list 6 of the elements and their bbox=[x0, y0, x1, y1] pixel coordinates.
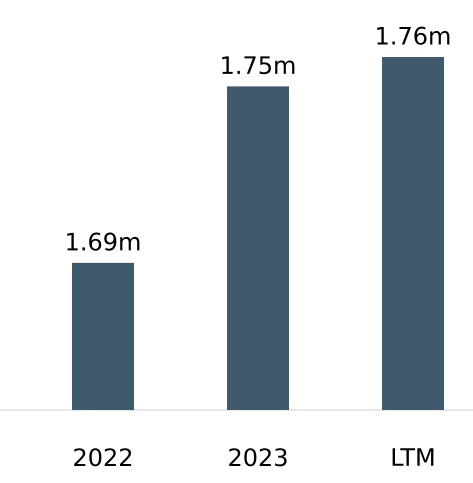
x-tick-label: LTM bbox=[392, 448, 434, 466]
x-tick-label: 2022 bbox=[74, 448, 132, 466]
data-label: 1.69m bbox=[67, 232, 140, 251]
x-tick-label: 2023 bbox=[229, 448, 287, 466]
data-label: 1.75m bbox=[222, 56, 294, 74]
data-label: 1.76m bbox=[377, 26, 450, 45]
